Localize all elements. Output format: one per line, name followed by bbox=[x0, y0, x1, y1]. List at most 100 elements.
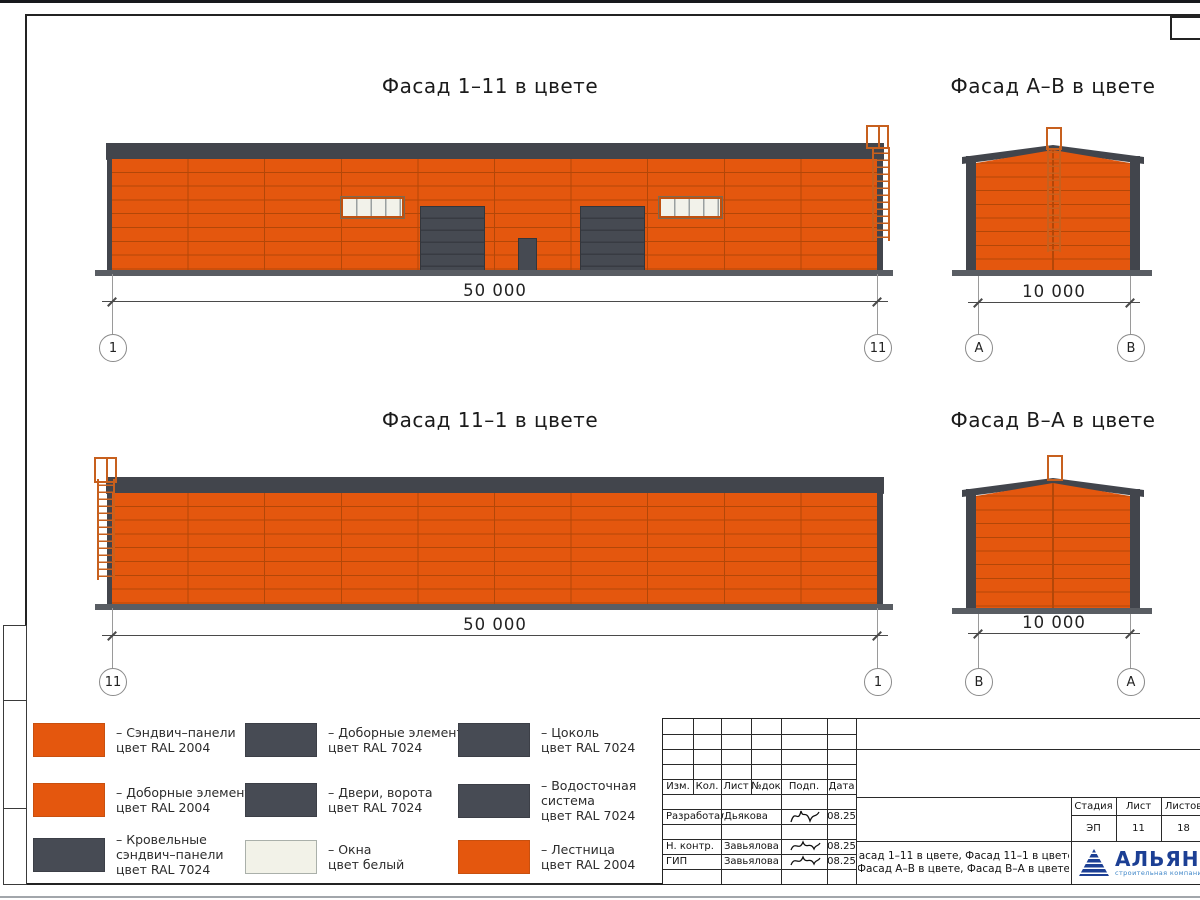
ground-line bbox=[95, 604, 893, 610]
legend-swatch bbox=[458, 840, 530, 874]
tb-col-list: Лист bbox=[723, 781, 749, 792]
witness-line bbox=[978, 614, 979, 668]
legend-swatch bbox=[33, 837, 105, 872]
signature-graphic bbox=[790, 810, 820, 823]
downpipe-column-right bbox=[1130, 489, 1140, 608]
legend-swatch bbox=[33, 723, 105, 757]
witness-line bbox=[112, 274, 113, 334]
downpipe-column-left bbox=[966, 156, 976, 272]
legend-item: – Водосточная система цвет RAL 7024 bbox=[458, 778, 636, 823]
window-strip bbox=[341, 197, 404, 218]
frame-border-left bbox=[25, 14, 27, 885]
downpipe-column-left bbox=[966, 489, 976, 608]
legend-item: – Кровельные сэндвич–панели цвет RAL 7024 bbox=[33, 832, 223, 877]
legend-item: – Доборные элементы цвет RAL 7024 bbox=[245, 723, 474, 757]
facade-1-11-corner-trim-left bbox=[107, 159, 112, 271]
tb-role: Разработал bbox=[666, 811, 724, 822]
roof-ladder-top bbox=[1047, 455, 1063, 481]
legend-item: – Окна цвет белый bbox=[245, 840, 404, 874]
facade-b-a-title: Фасад В–А в цвете bbox=[950, 408, 1156, 432]
dimension-value: 10 000 bbox=[1022, 282, 1086, 301]
tb-date: 08.25 bbox=[827, 811, 856, 822]
sectional-gate bbox=[420, 206, 485, 272]
ground-line bbox=[952, 608, 1152, 614]
legend-swatch bbox=[458, 783, 530, 818]
facade-11-1-wall-panels bbox=[112, 493, 878, 605]
tb-col-podp: Подп. bbox=[788, 781, 820, 792]
tb-date: 08.25 bbox=[827, 856, 856, 867]
axis-marker: А bbox=[1117, 668, 1145, 696]
facade-b-a-wall-panels bbox=[976, 483, 1130, 608]
witness-line bbox=[1130, 614, 1131, 668]
tb-col-kol: Кол. bbox=[695, 781, 719, 792]
facade-11-1-title: Фасад 11–1 в цвете bbox=[381, 408, 599, 432]
tb-col-doc: №док bbox=[751, 781, 781, 792]
tb-date: 08.25 bbox=[827, 841, 856, 852]
frame-margin-box bbox=[3, 625, 27, 702]
dimension-line bbox=[968, 302, 1140, 303]
legend-swatch bbox=[33, 783, 105, 817]
pyramid-logo-icon bbox=[1079, 849, 1109, 876]
witness-line bbox=[112, 608, 113, 668]
dimension-line bbox=[968, 633, 1140, 634]
frame-margin-box bbox=[3, 808, 27, 885]
facade-b-a-roof bbox=[962, 478, 1144, 497]
company-name: АЛЬЯНС bbox=[1115, 846, 1200, 871]
axis-marker: 11 bbox=[99, 668, 127, 696]
legend-swatch bbox=[458, 723, 530, 757]
tb-person: Завьялова bbox=[724, 856, 779, 867]
sectional-gate bbox=[580, 206, 645, 272]
legend-item: – Двери, ворота цвет RAL 7024 bbox=[245, 783, 433, 817]
tb-document-name: Фасад 1–11 в цвете, Фасад 11–1 в цвете, … bbox=[858, 849, 1069, 875]
frame-corner-box bbox=[1170, 16, 1200, 40]
tb-sheets-label: Листов bbox=[1164, 800, 1200, 812]
tb-stage-label: Стадия bbox=[1074, 800, 1113, 812]
facade-1-11-wall-panels bbox=[112, 159, 878, 271]
legend-item: – Сэндвич–панели цвет RAL 2004 bbox=[33, 723, 236, 757]
title-block: Изм. Кол. Лист №док Подп. Дата Разработа… bbox=[662, 718, 1200, 885]
frame-border-bottom bbox=[25, 883, 1200, 885]
company-subtitle: строительная компания bbox=[1115, 868, 1200, 877]
facade-11-1-corner-trim-right bbox=[877, 493, 883, 605]
window-strip bbox=[659, 197, 722, 218]
witness-line bbox=[1130, 276, 1131, 334]
legend-swatch bbox=[245, 840, 317, 874]
tb-stage-value: ЭП bbox=[1086, 822, 1101, 834]
roof-ladder bbox=[872, 147, 890, 241]
legend-item: – Лестница цвет RAL 2004 bbox=[458, 840, 635, 874]
axis-marker: 11 bbox=[864, 334, 892, 362]
tb-sheet-label: Лист bbox=[1125, 800, 1152, 812]
legend-swatch bbox=[245, 783, 317, 817]
tb-person: Завьялова bbox=[724, 841, 779, 852]
legend-item: – Цоколь цвет RAL 7024 bbox=[458, 723, 635, 757]
entry-door bbox=[518, 238, 537, 272]
ground-line bbox=[95, 270, 893, 276]
tb-col-izm: Изм. bbox=[666, 781, 690, 792]
legend-swatch bbox=[245, 723, 317, 757]
facade-a-b-title: Фасад А–В в цвете bbox=[950, 74, 1156, 98]
tb-sheets-value: 18 bbox=[1177, 822, 1190, 834]
axis-marker: 1 bbox=[864, 668, 892, 696]
sheet-top-edge bbox=[0, 0, 1200, 3]
dimension-line bbox=[102, 635, 888, 636]
witness-line bbox=[978, 276, 979, 334]
facade-11-1-roof bbox=[106, 477, 884, 494]
company-logo: АЛЬЯНС строительная компания bbox=[1071, 841, 1200, 884]
legend-item: – Доборные элементы цвет RAL 2004 bbox=[33, 783, 262, 817]
signature-graphic bbox=[790, 855, 821, 866]
dimension-value: 50 000 bbox=[463, 615, 527, 634]
axis-marker: В bbox=[1117, 334, 1145, 362]
tb-role: Н. контр. bbox=[666, 841, 714, 852]
sheet-bottom-edge bbox=[0, 896, 1200, 898]
downpipe-column-right bbox=[1130, 156, 1140, 272]
witness-line bbox=[877, 608, 878, 668]
dimension-line bbox=[102, 301, 888, 302]
tb-role: ГИП bbox=[666, 856, 688, 867]
facade-1-11-title: Фасад 1–11 в цвете bbox=[381, 74, 599, 98]
ground-line bbox=[952, 270, 1152, 276]
dimension-value: 10 000 bbox=[1022, 613, 1086, 632]
tb-sheet-value: 11 bbox=[1132, 822, 1145, 834]
axis-marker: В bbox=[965, 668, 993, 696]
roof-ladder bbox=[97, 479, 115, 580]
